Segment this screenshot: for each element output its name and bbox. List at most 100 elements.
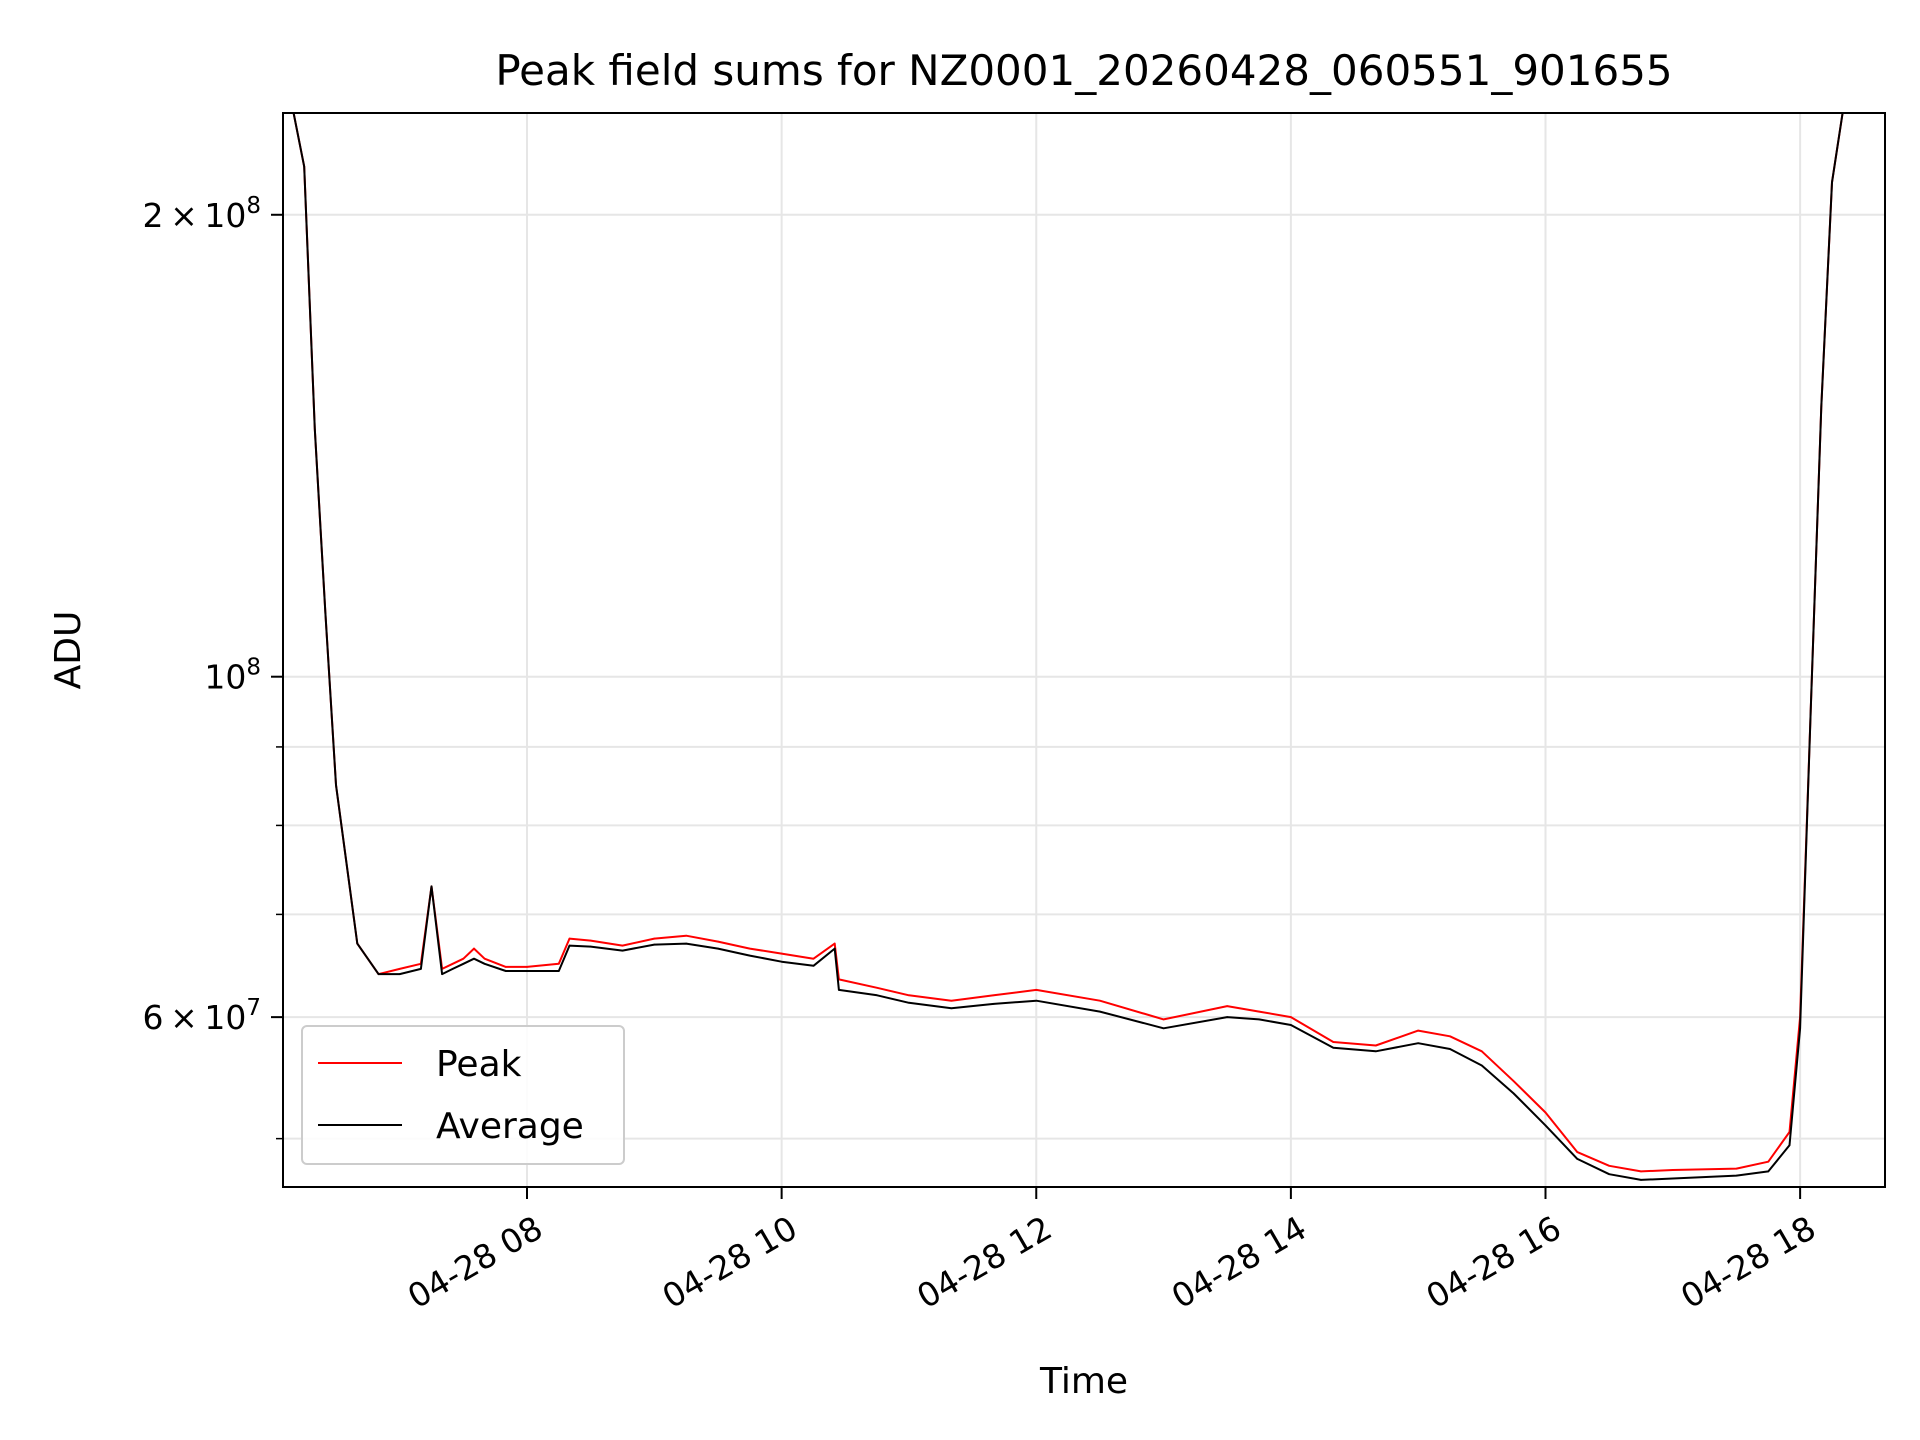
- data-point-peak: [1640, 1170, 1642, 1173]
- data-point-average: [1375, 1050, 1377, 1053]
- data-point-average: [526, 970, 528, 972]
- y-axis-label: ADU: [48, 611, 89, 690]
- data-point-peak: [1608, 1165, 1610, 1167]
- data-point-average: [335, 784, 337, 786]
- data-point-average: [462, 963, 465, 965]
- data-point-peak: [1735, 1167, 1738, 1170]
- data-point-average: [685, 942, 687, 945]
- data-point-average: [993, 1003, 995, 1005]
- data-point-average: [398, 973, 401, 975]
- data-point-average: [1831, 181, 1833, 184]
- data-point-average: [505, 970, 507, 972]
- data-point-peak: [780, 952, 783, 955]
- data-point-peak: [876, 987, 878, 989]
- data-point-peak: [812, 957, 815, 960]
- data-point-peak: [451, 963, 454, 965]
- data-point-average: [1258, 1018, 1260, 1021]
- data-point-peak: [1332, 1041, 1335, 1043]
- data-point-peak: [473, 947, 475, 950]
- data-point-peak: [568, 937, 571, 940]
- data-point-peak: [1258, 1010, 1260, 1013]
- data-point-peak: [483, 957, 486, 960]
- data-point-peak: [526, 966, 528, 968]
- data-point-peak: [621, 944, 624, 947]
- data-point-average: [1417, 1042, 1419, 1044]
- data-point-average: [558, 970, 560, 972]
- data-point-average: [1640, 1179, 1642, 1181]
- data-point-peak: [1481, 1050, 1483, 1053]
- data-point-average: [1162, 1027, 1165, 1030]
- data-point-peak: [685, 934, 687, 937]
- data-point-average: [749, 954, 751, 957]
- data-point-average: [377, 973, 380, 975]
- series-layer: [292, 113, 1865, 1181]
- legend-box: [301, 1025, 625, 1165]
- data-point-peak: [1417, 1029, 1419, 1032]
- data-point-average: [780, 960, 783, 963]
- data-point-peak: [1512, 1080, 1515, 1082]
- data-point-average: [1767, 1170, 1770, 1173]
- data-point-average: [356, 942, 359, 945]
- data-point-peak: [1035, 989, 1038, 991]
- data-point-peak: [1375, 1044, 1377, 1047]
- data-point-peak: [993, 994, 995, 997]
- data-point-average: [324, 612, 327, 614]
- data-point-average: [473, 957, 475, 960]
- data-point-average: [1481, 1064, 1483, 1067]
- data-point-average: [717, 947, 719, 950]
- data-point-peak: [1672, 1169, 1674, 1171]
- data-point-average: [1512, 1092, 1515, 1095]
- data-point-average: [430, 885, 433, 888]
- data-point-average: [621, 949, 624, 952]
- data-point-peak: [505, 966, 507, 968]
- data-point-average: [1608, 1173, 1610, 1175]
- data-point-average: [420, 968, 422, 970]
- data-point-peak: [950, 999, 953, 1002]
- data-point-average: [1820, 405, 1823, 408]
- data-point-average: [1672, 1177, 1674, 1180]
- data-point-peak: [1290, 1016, 1292, 1018]
- x-axis-label: Time: [1039, 1361, 1128, 1402]
- data-point-average: [950, 1007, 953, 1010]
- data-point-peak: [1767, 1160, 1770, 1163]
- data-point-average: [1332, 1047, 1335, 1049]
- data-point-average: [568, 944, 571, 947]
- data-point-peak: [558, 963, 560, 965]
- data-point-average: [1799, 1027, 1801, 1030]
- data-point-peak: [749, 947, 751, 950]
- data-point-average: [441, 973, 443, 975]
- series-group: [292, 113, 1865, 1181]
- data-point-average: [812, 965, 815, 967]
- data-point-average: [1449, 1048, 1451, 1050]
- data-point-average: [1035, 999, 1038, 1002]
- data-point-peak: [1544, 1111, 1547, 1114]
- data-point-peak: [717, 940, 719, 943]
- data-point-average: [876, 994, 878, 997]
- legend-label-peak: Peak: [436, 1044, 522, 1085]
- y-tick-label: 108: [204, 655, 261, 697]
- data-point-peak: [1576, 1151, 1579, 1153]
- data-point-peak: [462, 957, 465, 960]
- data-point-average: [1099, 1010, 1101, 1013]
- data-point-average: [1735, 1174, 1738, 1177]
- series-line-average: [292, 113, 1864, 1181]
- legend-label-average: Average: [436, 1106, 584, 1147]
- data-point-average: [1576, 1158, 1579, 1160]
- data-point-peak: [908, 994, 910, 997]
- y-axis-ticks: 2 × 108 108 6 × 107: [143, 193, 283, 1140]
- data-point-peak: [589, 939, 592, 942]
- data-point-average: [653, 943, 656, 946]
- data-point-average: [451, 968, 454, 970]
- data-point-average: [314, 428, 316, 430]
- data-point-average: [1544, 1124, 1547, 1127]
- data-point-peak: [653, 937, 656, 940]
- data-point-peak: [398, 968, 401, 970]
- data-point-peak: [1099, 999, 1101, 1002]
- legend: Peak Average: [301, 1025, 625, 1165]
- data-point-average: [1809, 710, 1812, 712]
- data-point-average: [833, 947, 836, 950]
- data-point-average: [483, 963, 486, 965]
- data-point-peak: [1449, 1035, 1451, 1038]
- data-point-peak: [1226, 1005, 1228, 1007]
